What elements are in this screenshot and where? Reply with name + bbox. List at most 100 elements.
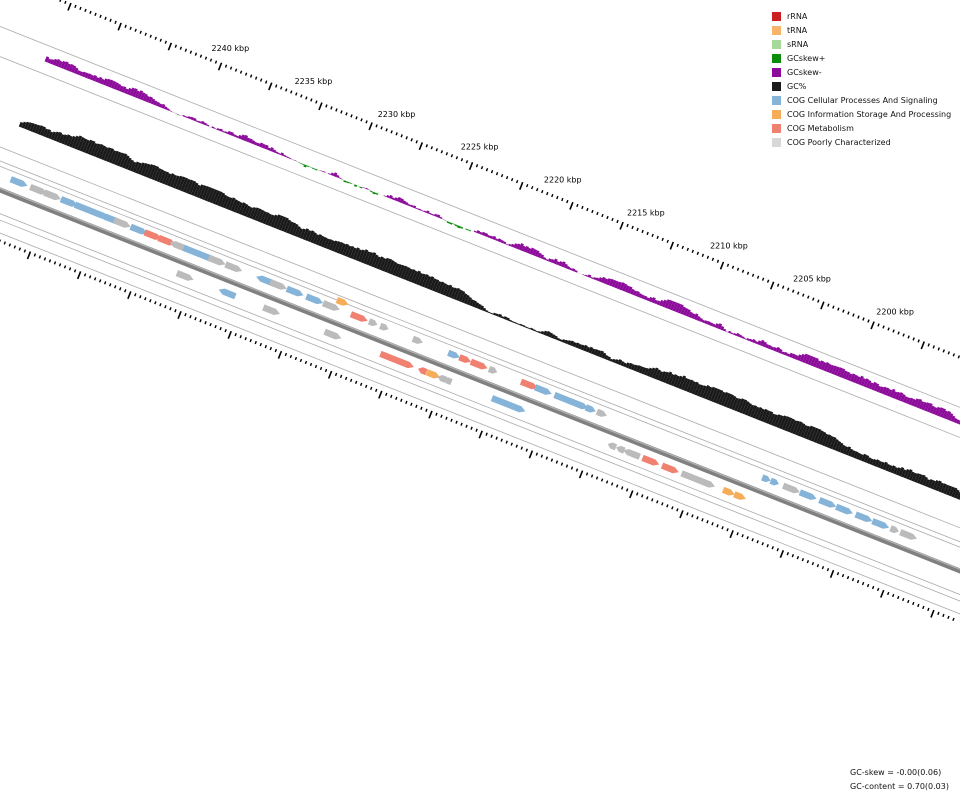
gc-content-bar xyxy=(614,359,619,364)
gc-content-bar xyxy=(177,176,186,191)
gene-arrow-metabolism xyxy=(469,358,488,370)
minor-tick xyxy=(691,249,695,253)
gc-content-bar xyxy=(741,401,750,415)
gc-content-bar xyxy=(516,323,520,326)
gc-skew-bar xyxy=(256,142,261,147)
gene-arrow-cellular xyxy=(854,511,873,523)
gc-skew-bar xyxy=(847,373,853,381)
gc-skew-bar xyxy=(667,300,674,310)
gene-arrow-cellular xyxy=(129,223,148,235)
gc-content-bar xyxy=(837,442,844,453)
gene-arrow-metabolism xyxy=(519,378,538,390)
minor-tick xyxy=(450,418,453,422)
gc-skew-bar xyxy=(288,157,292,160)
gc-skew-bar xyxy=(198,120,202,124)
gc-content-bar xyxy=(106,148,114,163)
gc-skew-bar xyxy=(518,243,524,251)
gc-content-bar xyxy=(945,485,953,496)
gc-content-bar xyxy=(826,435,834,449)
gc-content-bar xyxy=(797,423,806,437)
minor-tick xyxy=(134,28,137,32)
gc-content-bar xyxy=(585,346,591,353)
gc-skew-bar xyxy=(693,313,699,320)
gc-skew-bar xyxy=(812,357,819,368)
minor-tick xyxy=(490,434,493,438)
gc-skew-bar xyxy=(908,397,914,406)
minor-tick xyxy=(375,124,378,128)
gc-skew-bar xyxy=(775,346,781,353)
minor-tick xyxy=(746,271,750,275)
minor-tick xyxy=(199,319,202,323)
minor-tick xyxy=(596,211,599,216)
minor-tick xyxy=(98,279,102,283)
gc-skew-bar xyxy=(788,352,794,358)
gc-skew-bar xyxy=(161,103,166,109)
legend-item: COG Metabolism xyxy=(772,121,951,135)
gc-content-bar xyxy=(275,215,284,230)
gc-skew-bar xyxy=(592,276,597,280)
minor-tick xyxy=(611,217,614,222)
gc-content-bar xyxy=(238,202,246,215)
gene-arrow-poorly xyxy=(321,300,340,311)
major-tick xyxy=(378,390,383,399)
minor-tick xyxy=(359,382,363,387)
tick-label: 2240 kbp xyxy=(212,44,250,53)
gc-content-bar xyxy=(622,362,627,368)
gc-skew-bar xyxy=(810,356,817,367)
minor-tick xyxy=(751,273,755,277)
minor-tick xyxy=(103,281,107,285)
gc-content-bar xyxy=(363,251,371,265)
gc-content-bar xyxy=(749,405,758,418)
major-tick xyxy=(217,62,223,71)
gene-arrow-metabolism xyxy=(143,229,162,240)
major-tick xyxy=(227,330,232,339)
gc-skew-bar xyxy=(439,216,443,220)
gc-content-bar xyxy=(405,268,413,281)
gc-skew-bar xyxy=(404,201,409,206)
gc-content-bar xyxy=(890,465,896,474)
gc-skew-bar xyxy=(362,187,366,189)
gc-skew-bar xyxy=(905,397,911,405)
gc-skew-bar xyxy=(603,278,609,285)
minor-tick xyxy=(836,571,840,576)
legend-label: GC% xyxy=(787,81,807,91)
gc-skew-bar xyxy=(741,336,745,339)
gc-content-bar xyxy=(482,307,487,312)
gc-content-bar xyxy=(545,330,551,337)
gc-content-bar xyxy=(26,122,33,131)
gc-skew-bar xyxy=(823,362,830,372)
gene-arrow-poorly xyxy=(443,377,453,386)
minor-tick xyxy=(144,297,147,301)
gc-skew-bar xyxy=(402,200,407,205)
genome-backbone xyxy=(0,187,960,574)
gc-content-bar xyxy=(789,420,798,434)
minor-tick xyxy=(625,488,629,492)
minor-tick xyxy=(364,384,368,389)
gc-content-bar xyxy=(442,284,450,296)
minor-tick xyxy=(410,138,413,142)
gc-skew-bar xyxy=(945,410,952,420)
minor-tick xyxy=(882,325,885,329)
gc-content-bar xyxy=(228,197,236,211)
gc-skew-bar xyxy=(939,408,946,418)
gc-skew-bar xyxy=(55,58,61,67)
minor-tick xyxy=(114,20,117,24)
minor-tick xyxy=(595,476,599,480)
gc-content-bar xyxy=(328,240,336,251)
gc-skew-track xyxy=(44,56,960,425)
guide-line xyxy=(0,160,960,543)
gc-skew-bar xyxy=(317,169,321,171)
minor-tick xyxy=(711,257,715,261)
gc-content-bar xyxy=(601,352,607,359)
minor-tick xyxy=(264,80,268,84)
major-tick xyxy=(719,261,725,270)
gc-content-bar xyxy=(169,174,178,188)
gc-content-bar xyxy=(874,459,880,467)
minor-tick xyxy=(666,504,669,508)
gc-skew-bar xyxy=(932,406,938,415)
gc-skew-bar xyxy=(190,116,194,121)
minor-tick xyxy=(244,336,247,341)
gc-skew-bar xyxy=(171,111,175,113)
gc-content-bar xyxy=(800,424,808,438)
minor-tick xyxy=(108,283,112,287)
